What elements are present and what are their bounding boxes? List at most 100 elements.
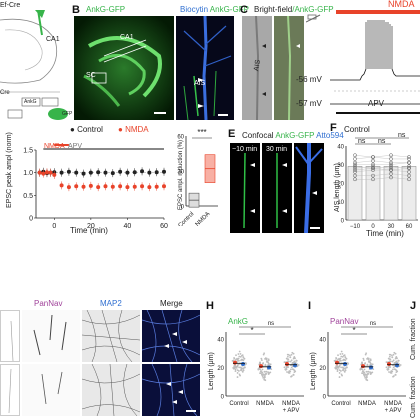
data-point	[388, 365, 391, 368]
data-point	[261, 375, 264, 378]
data-point	[344, 356, 347, 358]
g-pannav-image-2	[22, 364, 80, 416]
data-point	[259, 370, 262, 373]
ais-label-b: AIS	[194, 80, 206, 87]
data-point	[388, 360, 391, 363]
data-point	[353, 166, 357, 171]
data-point	[289, 370, 292, 373]
data-point	[388, 355, 391, 358]
data-point	[392, 368, 394, 371]
y-tick-label: 10	[337, 200, 344, 206]
data-point	[385, 366, 388, 369]
y-tick-label: 0	[323, 395, 327, 401]
data-point	[393, 375, 395, 377]
data-point	[360, 361, 363, 364]
data-point	[340, 366, 343, 369]
data-point	[342, 358, 345, 361]
data-point	[353, 177, 357, 182]
panel-j-letter: J	[410, 300, 417, 312]
panel-i-title: PanNav	[330, 317, 359, 326]
data-point	[353, 153, 357, 158]
mean-marker-blue	[293, 363, 297, 368]
data-point	[367, 370, 370, 373]
data-point	[262, 362, 265, 364]
paired-line	[355, 173, 410, 176]
data-point	[258, 361, 261, 364]
y-tick-label: 60	[177, 135, 184, 141]
data-point	[239, 374, 241, 377]
paired-line	[354, 155, 410, 158]
data-point	[353, 168, 357, 172]
legend-control: ● Control	[70, 125, 103, 134]
g-map2-image-2	[82, 364, 140, 416]
data-point	[257, 368, 260, 371]
x-tick-label: 30	[388, 224, 395, 230]
data-point	[371, 177, 375, 182]
panel-c-title: Bright-field/AnkG-GFP	[254, 5, 334, 14]
y-tick-label: 40	[337, 145, 344, 151]
data-point	[238, 355, 241, 358]
data-point	[388, 358, 391, 360]
panel-e-letter: E	[228, 128, 236, 140]
data-point	[292, 362, 295, 365]
data-point	[290, 359, 293, 362]
ns-label: ns	[268, 321, 274, 327]
g-merge-image-1	[142, 310, 200, 362]
data-point	[283, 366, 286, 369]
x-cat-label: Control	[331, 401, 350, 407]
data-point	[396, 357, 398, 360]
data-point	[259, 372, 262, 375]
data-point	[337, 366, 340, 369]
data-point	[388, 353, 391, 356]
data-point	[291, 351, 294, 354]
ns-label-1: ns	[358, 138, 366, 145]
data-point-nmda	[125, 185, 130, 190]
x-tick-label: 0	[52, 223, 56, 230]
data-point	[264, 379, 267, 382]
x-tick-label: 20	[87, 223, 95, 230]
data-point-nmda	[103, 184, 108, 189]
mean-marker-blue	[241, 362, 245, 366]
data-point	[366, 379, 369, 382]
data-point	[265, 370, 268, 373]
data-point	[233, 357, 235, 359]
bar-3	[401, 166, 417, 221]
data-point-control	[110, 171, 115, 176]
data-point	[264, 363, 267, 366]
data-point	[297, 364, 300, 366]
data-point	[361, 368, 364, 371]
mean-marker-blue	[395, 363, 399, 368]
data-point	[263, 352, 266, 355]
data-point-control	[140, 169, 145, 174]
data-point-nmda	[66, 185, 71, 190]
bar-1	[365, 166, 381, 221]
data-point	[292, 373, 295, 376]
map2-title: MAP2	[100, 299, 122, 308]
paired-line	[354, 160, 409, 163]
data-point-control	[81, 171, 86, 176]
data-point	[353, 160, 357, 165]
panel-b-title: AnkG-GFP	[86, 5, 126, 14]
data-point	[361, 370, 364, 373]
x-cat-label: + APV	[385, 408, 402, 414]
y-tick-label: 0.5	[23, 193, 33, 200]
data-point	[371, 162, 375, 167]
data-point-nmda	[59, 183, 64, 188]
hippocampus-image	[74, 16, 174, 120]
data-point-nmda	[44, 170, 49, 175]
data-point	[335, 357, 337, 359]
panel-j-ylabel2: Cum. fraction	[410, 376, 417, 418]
data-point	[265, 373, 268, 375]
data-point	[399, 364, 402, 366]
mean-marker-red	[285, 362, 289, 366]
data-point	[286, 355, 289, 358]
legend-nmda: ● NMDA	[118, 125, 149, 134]
panel-d-ylabel: EPSC peak ampl (norm)	[6, 132, 13, 208]
data-point	[334, 359, 337, 362]
data-point	[394, 357, 397, 360]
data-point	[389, 175, 393, 180]
ankg-gfp-image	[274, 16, 304, 120]
data-point	[269, 363, 272, 366]
data-point	[262, 376, 265, 379]
